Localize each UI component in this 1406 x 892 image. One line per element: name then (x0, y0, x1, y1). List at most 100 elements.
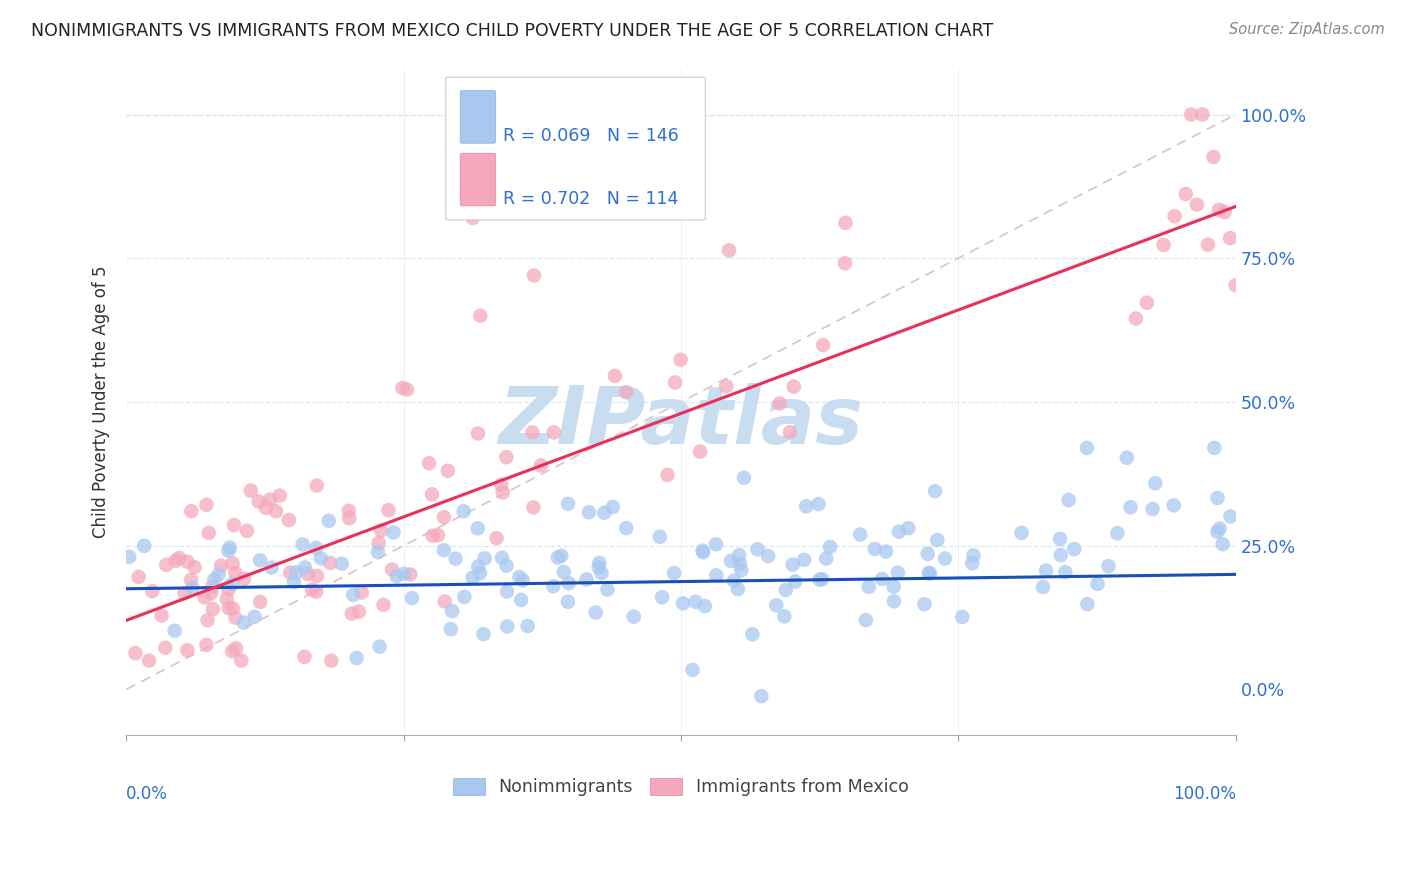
Point (373, 598, 395, 612)
Point (887, 566, 910, 580)
Point (657, 467, 679, 482)
Text: R = 0.702   N = 114: R = 0.702 N = 114 (503, 190, 679, 208)
Point (669, 352, 692, 367)
Point (381, 562, 404, 576)
Point (1119, 500, 1142, 515)
Point (1076, 441, 1098, 455)
Point (614, 385, 637, 400)
Point (277, 513, 299, 527)
Point (727, 582, 749, 596)
Point (1049, 532, 1071, 546)
Point (278, 566, 301, 580)
Point (318, 514, 340, 528)
Point (201, 602, 224, 616)
Point (522, 500, 544, 515)
Point (453, 504, 475, 518)
Point (603, 368, 626, 383)
Point (1163, 498, 1185, 512)
Point (155, 558, 177, 572)
Point (575, 573, 598, 587)
Point (218, 543, 240, 558)
Point (1011, 525, 1033, 540)
Point (1225, 278, 1247, 293)
Point (368, 640, 391, 654)
Point (811, 572, 834, 586)
Point (468, 566, 491, 581)
Point (769, 396, 792, 410)
Point (623, 609, 645, 624)
Point (785, 574, 807, 589)
Point (399, 567, 422, 582)
Point (391, 381, 413, 395)
Point (779, 425, 801, 440)
Point (225, 641, 247, 656)
Point (723, 574, 745, 588)
Point (221, 577, 243, 591)
Point (602, 500, 624, 514)
Point (337, 511, 360, 525)
Point (685, 595, 707, 609)
Point (195, 498, 218, 512)
Point (233, 572, 256, 586)
Point (330, 557, 353, 571)
Point (495, 450, 517, 465)
Point (249, 595, 271, 609)
Text: 100.0%: 100.0% (1173, 785, 1236, 804)
Point (741, 627, 763, 641)
Text: NONIMMIGRANTS VS IMMIGRANTS FROM MEXICO CHILD POVERTY UNDER THE AGE OF 5 CORRELA: NONIMMIGRANTS VS IMMIGRANTS FROM MEXICO … (31, 22, 993, 40)
Point (437, 464, 460, 478)
Point (730, 563, 752, 577)
Point (249, 553, 271, 567)
Point (291, 537, 314, 551)
Point (704, 537, 727, 551)
Point (150, 608, 173, 623)
Point (849, 527, 872, 541)
Point (863, 541, 886, 556)
Point (596, 582, 619, 597)
Point (1204, 441, 1226, 455)
Point (807, 497, 830, 511)
Point (1097, 559, 1119, 574)
Point (508, 570, 530, 584)
Point (232, 615, 254, 630)
Point (301, 582, 323, 597)
Point (264, 504, 287, 518)
Point (516, 619, 538, 633)
Point (541, 579, 564, 593)
Point (367, 545, 389, 559)
Point (588, 556, 610, 570)
Point (1202, 150, 1225, 164)
Point (765, 599, 787, 613)
Text: R = 0.069   N = 146: R = 0.069 N = 146 (503, 127, 679, 145)
Point (433, 543, 456, 558)
Point (426, 528, 449, 542)
Point (496, 584, 519, 599)
Point (367, 536, 389, 550)
Point (783, 379, 806, 393)
Point (751, 689, 773, 703)
Point (259, 492, 281, 507)
Point (1185, 197, 1208, 211)
Point (319, 556, 342, 570)
Point (585, 606, 607, 620)
Point (305, 541, 328, 555)
Point (1035, 564, 1057, 578)
Point (474, 551, 496, 566)
Point (1049, 548, 1071, 562)
Legend: Nonimmigrants, Immigrants from Mexico: Nonimmigrants, Immigrants from Mexico (447, 772, 915, 804)
Point (124, 646, 146, 660)
Point (218, 601, 240, 615)
Point (664, 376, 686, 390)
Point (247, 494, 270, 508)
Point (550, 549, 572, 563)
Point (305, 478, 328, 492)
Point (305, 584, 328, 599)
Point (1136, 295, 1159, 310)
Point (1219, 231, 1241, 245)
Point (1107, 526, 1129, 541)
Point (183, 560, 205, 574)
Point (510, 593, 533, 607)
Point (467, 426, 489, 441)
Point (370, 524, 392, 538)
Point (222, 518, 245, 533)
